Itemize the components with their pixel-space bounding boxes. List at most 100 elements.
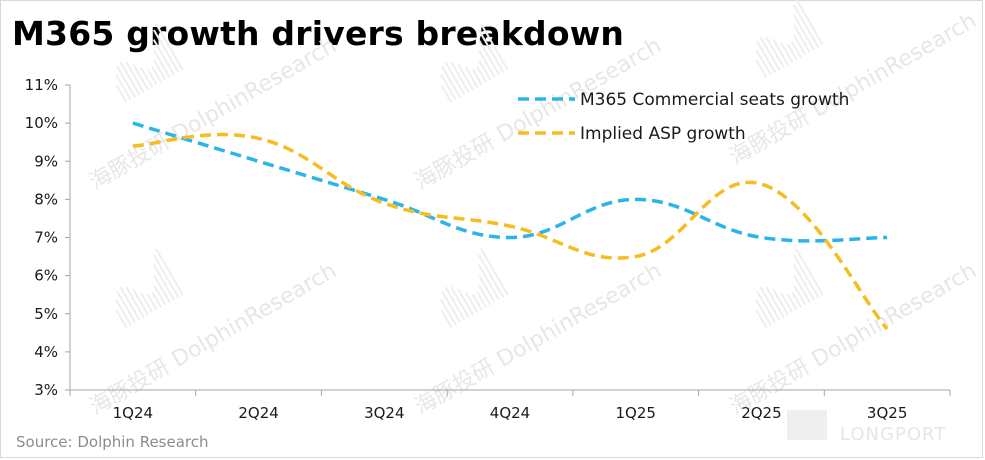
brand-watermark: LONGPORT [787, 410, 946, 445]
x-tick-label: 3Q24 [364, 404, 404, 422]
x-tick-label: 3Q25 [867, 404, 907, 422]
watermark-bar [153, 59, 167, 81]
y-tick-label: 3% [34, 381, 58, 399]
watermark-bar [125, 61, 145, 94]
chart-title: M365 growth drivers breakdown [12, 14, 625, 53]
series-line-seats-growth [132, 121, 888, 243]
x-tick-label: 2Q25 [741, 404, 781, 422]
watermark-bar [444, 61, 466, 96]
watermark-bar [116, 290, 137, 324]
watermark-bar [457, 289, 475, 316]
watermark-bar [450, 286, 470, 319]
x-tick-label: 2Q24 [238, 404, 278, 422]
watermark-bar [115, 309, 128, 329]
watermark-bar [476, 291, 487, 309]
watermark-bar [116, 65, 137, 99]
watermark-bar [480, 248, 509, 296]
x-tick-label: 1Q25 [615, 404, 655, 422]
watermark-bar [153, 29, 180, 74]
watermark-bar [465, 67, 479, 89]
series-line-asp-growth [132, 132, 889, 331]
watermark-bar [780, 42, 794, 64]
y-tick-label: 8% [34, 190, 58, 208]
watermark-text: 海豚投研 DolphinResearch [86, 258, 341, 420]
watermark-bar [795, 248, 824, 296]
watermark-bar [155, 23, 184, 71]
watermark-text: 海豚投研 DolphinResearch [86, 33, 341, 195]
watermark-bar [793, 34, 807, 56]
watermark-bar [132, 64, 150, 91]
watermark-text: 海豚投研 DolphinResearch [411, 258, 666, 420]
legend-label: Implied ASP growth [580, 124, 746, 144]
watermark-bar [759, 36, 781, 71]
watermark: 海豚投研 DolphinResearch [86, 23, 341, 195]
watermark-bar [155, 248, 184, 296]
watermark-bar [478, 275, 496, 304]
legend-label: M365 Commercial seats growth [580, 90, 849, 110]
watermark-bar [756, 290, 777, 324]
watermark-bar [119, 61, 141, 96]
watermark-bar [755, 309, 768, 329]
watermark-bar [793, 25, 811, 54]
watermark-bar [478, 284, 492, 306]
watermark-bar [476, 66, 487, 84]
watermark-bar [759, 286, 781, 321]
watermark-bar [478, 29, 505, 74]
brand-text: LONGPORT [840, 424, 946, 445]
watermark-bar [450, 61, 470, 94]
watermark-bar [146, 293, 158, 311]
watermark-bar [152, 39, 175, 76]
watermark: 海豚投研 DolphinResearch [726, 0, 981, 170]
watermark-bar [755, 49, 772, 76]
watermark-bar [146, 68, 158, 86]
watermark-bar [457, 64, 475, 91]
y-tick-label: 9% [34, 152, 58, 170]
watermark-bar [477, 39, 500, 76]
legend-item: M365 Commercial seats growth [518, 90, 849, 110]
watermark-bar [115, 84, 128, 104]
watermark-bar [765, 286, 785, 319]
y-tick-label: 11% [25, 76, 58, 94]
watermark-bar [151, 291, 162, 309]
watermark-bar [440, 309, 453, 329]
watermark-bar [152, 264, 175, 301]
watermark-bar [791, 41, 802, 59]
legend-item: Implied ASP growth [518, 124, 746, 144]
y-tick-label: 7% [34, 229, 58, 247]
watermark-bar [755, 59, 768, 79]
watermark-bar [465, 292, 479, 314]
x-tick-label: 4Q24 [490, 404, 530, 422]
watermark-bar [795, 0, 824, 46]
y-tick-label: 4% [34, 343, 58, 361]
series-layer [132, 121, 889, 331]
watermark-bar [478, 50, 496, 79]
y-tick-label: 10% [25, 114, 58, 132]
watermark-bar [477, 264, 500, 301]
watermark-bar [440, 74, 457, 101]
watermark: 海豚投研 DolphinResearch [726, 248, 981, 420]
watermark-bar [115, 74, 132, 101]
watermark-bar [132, 289, 150, 316]
watermark-bar [786, 293, 798, 311]
watermark: 海豚投研 DolphinResearch [411, 248, 666, 420]
watermark-bar [793, 254, 820, 299]
watermark-bar [478, 254, 505, 299]
watermark-bar [755, 299, 772, 326]
watermark-bar [471, 68, 483, 86]
watermark-bar [772, 39, 790, 66]
watermark-bar [153, 284, 167, 306]
watermark-bar [153, 275, 171, 304]
y-tick-label: 5% [34, 305, 58, 323]
x-axis: 1Q24 2Q24 3Q24 4Q24 1Q25 2Q25 3Q25 [69, 389, 951, 422]
watermark-bar [125, 286, 145, 319]
watermark-bar [792, 14, 815, 51]
watermark-bar [153, 50, 171, 79]
watermark-bar [471, 293, 483, 311]
watermark-bar [440, 84, 453, 104]
watermark-bar [153, 254, 180, 299]
watermark-bar [119, 286, 141, 321]
watermark: 海豚投研 DolphinResearch [86, 248, 341, 420]
watermark-bar [756, 40, 777, 74]
